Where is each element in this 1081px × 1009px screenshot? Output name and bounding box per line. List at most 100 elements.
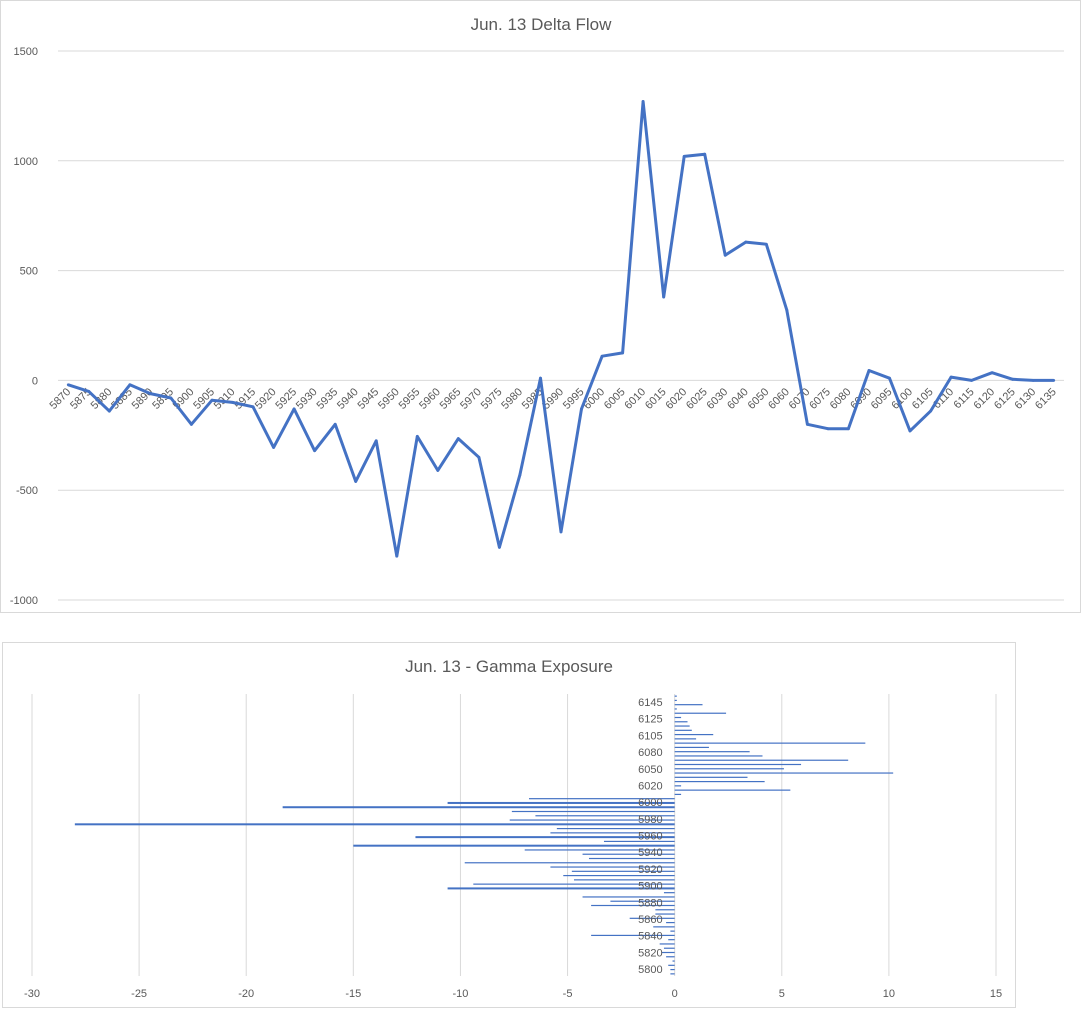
bar — [674, 716, 682, 719]
data-point — [169, 396, 173, 400]
bar — [670, 973, 675, 975]
y-tick-label: 5820 — [638, 947, 662, 959]
y-tick-label: 1000 — [14, 156, 38, 168]
x-tick-label: 6030 — [705, 386, 731, 412]
x-tick-label: 6015 — [643, 386, 669, 412]
y-tick-label: 5880 — [638, 897, 662, 909]
bar — [674, 712, 727, 714]
bar — [674, 785, 682, 787]
y-tick-label: 5980 — [638, 814, 662, 826]
x-tick-label: 5935 — [314, 386, 340, 412]
y-tick-label: 5860 — [638, 914, 662, 926]
data-point — [231, 400, 234, 404]
data-point — [847, 427, 850, 431]
data-point — [313, 449, 317, 453]
bar — [661, 951, 675, 954]
bar — [653, 926, 675, 928]
bar — [674, 729, 692, 731]
bar — [571, 870, 675, 872]
y-tick-label: 6050 — [638, 764, 662, 776]
data-point — [456, 437, 460, 440]
x-tick-label: 5950 — [376, 386, 402, 412]
data-point — [600, 354, 604, 358]
bar — [550, 866, 675, 868]
data-point — [539, 376, 542, 380]
data-point — [395, 554, 399, 558]
y-tick-label: 1500 — [14, 46, 38, 58]
y-tick-label: 6080 — [638, 747, 662, 759]
x-tick-label: 5945 — [356, 386, 382, 412]
x-tick-label: 5970 — [458, 386, 484, 412]
data-point — [128, 383, 132, 387]
bar — [674, 780, 765, 783]
bar — [659, 943, 675, 945]
bar — [674, 751, 750, 753]
x-tick-label: 6020 — [664, 386, 690, 412]
bar — [610, 900, 675, 902]
x-tick-label: 5980 — [499, 386, 525, 412]
bar — [674, 733, 714, 736]
bar — [655, 909, 675, 911]
bar — [511, 810, 675, 813]
gamma-exposure-chart: Jun. 13 - Gamma Exposure 5800 5820 5840 586… — [24, 657, 1002, 1000]
y-tick-label: 6020 — [638, 780, 662, 792]
x-tick-label: 5975 — [479, 386, 505, 412]
bar — [591, 934, 675, 937]
x-tick-label: -30 — [24, 988, 40, 1000]
data-point — [333, 422, 337, 426]
data-point — [970, 379, 974, 382]
bar — [582, 853, 675, 855]
chart-title: Jun. 13 - Gamma Exposure — [405, 657, 613, 676]
data-point — [415, 434, 419, 438]
x-tick-label: 6025 — [684, 386, 710, 412]
x-tick-label: 5930 — [294, 386, 320, 412]
data-point — [682, 155, 686, 158]
y-tick-label: 6000 — [638, 797, 662, 809]
x-tick-label: 5965 — [438, 386, 464, 412]
x-tick-label: 5900 — [171, 386, 197, 412]
data-point — [148, 392, 152, 395]
bar — [415, 836, 675, 839]
bar — [674, 789, 791, 791]
x-tick-label: 6095 — [869, 386, 895, 412]
y-tick-label: 5940 — [638, 847, 662, 859]
data-point — [764, 242, 768, 246]
y-tick-label: 5900 — [638, 881, 662, 893]
bar — [674, 776, 748, 778]
x-tick-label: 6130 — [1013, 386, 1039, 412]
bar — [668, 939, 675, 941]
data-point — [107, 409, 111, 413]
x-tick-label: -10 — [452, 988, 468, 1000]
bar — [674, 721, 688, 723]
x-tick-label: 6050 — [746, 386, 772, 412]
x-tick-label: 6060 — [766, 386, 792, 412]
x-tick-label: 5920 — [253, 386, 279, 412]
data-point — [908, 429, 912, 433]
data-point — [621, 351, 624, 355]
bar — [629, 917, 675, 919]
data-point — [703, 152, 707, 156]
bar — [666, 956, 675, 958]
bar — [563, 874, 675, 877]
y-tick-label: 500 — [20, 266, 38, 278]
data-point — [190, 422, 193, 426]
data-point — [867, 369, 871, 372]
data-point — [498, 545, 501, 549]
y-tick-label: -1000 — [10, 595, 38, 607]
data-point — [826, 427, 830, 431]
data-point — [477, 455, 481, 459]
bar — [464, 862, 675, 864]
bar — [674, 742, 866, 744]
bar — [550, 832, 675, 834]
x-tick-label: 5940 — [335, 386, 361, 412]
bar — [674, 746, 709, 749]
x-tick-label: 5 — [779, 988, 785, 1000]
data-point — [1031, 379, 1035, 382]
data-point — [723, 253, 727, 257]
data-point — [87, 389, 91, 393]
bar — [655, 913, 675, 915]
bar — [663, 947, 675, 949]
bar — [674, 793, 682, 796]
bar — [674, 738, 697, 740]
data-point — [251, 405, 255, 409]
